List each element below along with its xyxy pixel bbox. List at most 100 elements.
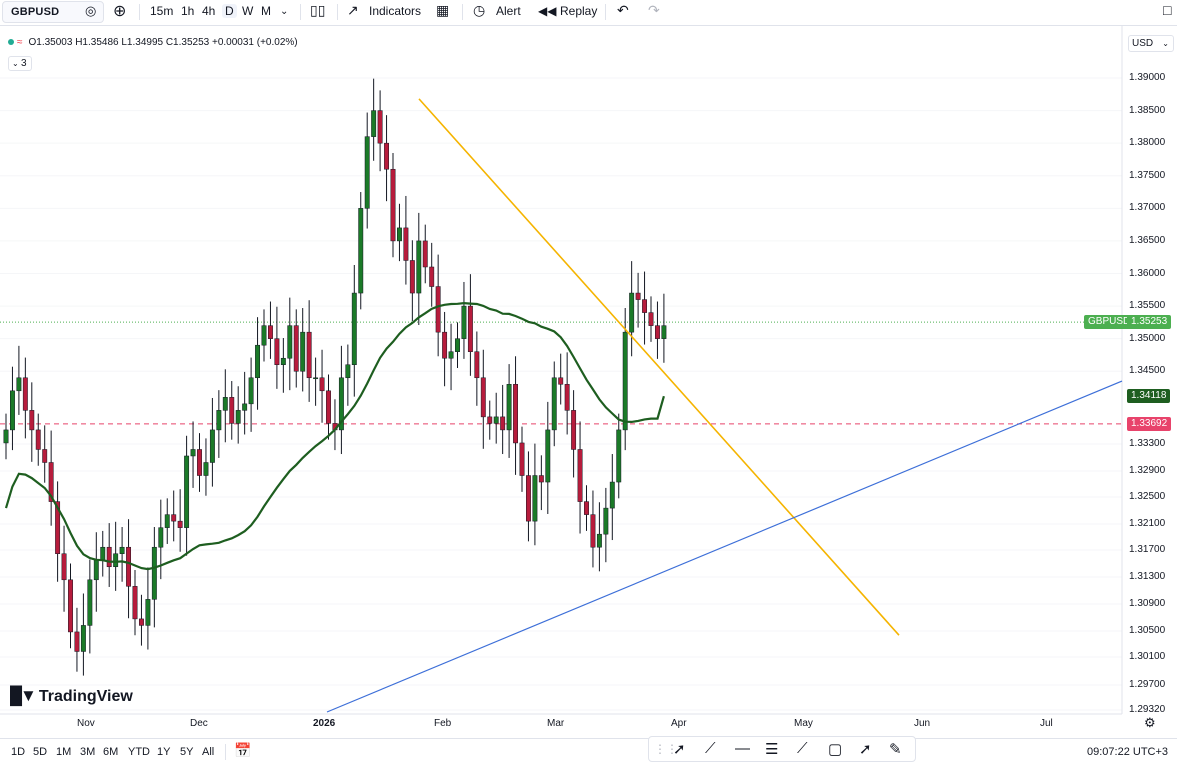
price-axis-label: 1.38500: [1129, 104, 1166, 116]
moving-average-tag: 1.34118: [1127, 389, 1171, 404]
range-3m[interactable]: 3M: [80, 746, 96, 758]
horizontal-line-icon[interactable]: —: [735, 740, 750, 757]
ascending-trendline[interactable]: [326, 380, 1123, 713]
candle-down: [590, 514, 596, 548]
drag-handle-icon[interactable]: ⋮⋮: [654, 742, 678, 756]
currency-selector[interactable]: USD ⌄: [1128, 35, 1174, 52]
alert-icon[interactable]: ◷: [473, 2, 486, 18]
indicator-toggle[interactable]: ⌄ 3: [8, 56, 32, 71]
logo-text: TradingView: [38, 688, 133, 705]
symbol-search[interactable]: GBPUSD ◎: [2, 1, 104, 23]
ray-icon[interactable]: ⟋: [705, 740, 716, 757]
candle-up: [345, 364, 351, 379]
price-axis-label: 1.35500: [1129, 300, 1166, 312]
timeframe-w[interactable]: W: [242, 4, 254, 18]
separator: [605, 4, 606, 20]
trend-line-icon[interactable]: ➚: [673, 741, 686, 758]
price-axis-label: 1.35000: [1129, 332, 1166, 344]
indicators-icon[interactable]: ↗: [347, 2, 359, 18]
top-toolbar: GBPUSD ◎ ⊕ 15m 1h 4h D W M ⌄ ▯▯ ↗ Indica…: [0, 0, 1177, 26]
last-price-tag: 1.35253: [1127, 315, 1172, 330]
last-price-symbol-tag: GBPUSD: [1084, 315, 1135, 330]
path-icon[interactable]: ➚: [859, 741, 872, 758]
currency-label: USD: [1132, 38, 1154, 49]
range-1y[interactable]: 1Y: [157, 746, 171, 758]
candle-down: [577, 449, 583, 502]
price-chart[interactable]: [0, 26, 1177, 738]
rectangle-icon[interactable]: ▢: [828, 741, 843, 758]
candle-down: [197, 449, 202, 476]
time-label-feb: Feb: [434, 718, 452, 729]
candle-up: [545, 429, 551, 483]
replay-icon[interactable]: ◀◀: [538, 4, 557, 18]
indicator-count: 3: [20, 58, 27, 69]
candle-up: [216, 410, 222, 431]
price-axis-label: 1.32900: [1129, 465, 1166, 476]
candle-up: [158, 527, 164, 548]
redo-icon[interactable]: ↷: [648, 2, 660, 18]
undo-icon[interactable]: ↶: [617, 2, 629, 18]
candle-up: [622, 331, 628, 431]
brush-icon[interactable]: ✎: [889, 741, 902, 758]
candle-up: [255, 344, 261, 379]
candle-down: [319, 377, 325, 392]
separator: [337, 4, 338, 20]
moving-average-line: [4, 301, 665, 571]
templates-icon[interactable]: ▦: [436, 2, 450, 18]
indicators-button[interactable]: Indicators: [369, 4, 422, 18]
candle-down: [139, 618, 144, 626]
separator: [462, 4, 463, 20]
range-ytd[interactable]: YTD: [128, 746, 150, 758]
candle-up: [100, 546, 106, 561]
range-1m[interactable]: 1M: [56, 746, 72, 758]
ohlc-values: O1.35003 H1.35486 L1.34995 C1.35253 +0.0…: [28, 37, 298, 48]
alert-button[interactable]: Alert: [496, 4, 521, 18]
chevron-down-icon: ⌄: [1162, 39, 1169, 48]
range-5y[interactable]: 5Y: [180, 746, 194, 758]
replay-button[interactable]: Replay: [560, 4, 598, 18]
candle-down: [526, 475, 531, 522]
candles-icon[interactable]: ▯▯: [310, 2, 326, 18]
timeframe-4h[interactable]: 4h: [202, 4, 216, 18]
chevron-down-icon[interactable]: ⌄: [280, 6, 289, 17]
time-label-nov: Nov: [77, 718, 95, 729]
candle-down: [655, 325, 660, 339]
candle-up: [609, 481, 615, 509]
candle-up: [113, 553, 119, 568]
fullscreen-icon[interactable]: □: [1163, 2, 1172, 18]
candle-up: [151, 546, 157, 600]
timeframe-d[interactable]: D: [222, 4, 237, 18]
favorite-icon[interactable]: ◎: [85, 3, 97, 18]
pitchfork-icon[interactable]: ⟋: [797, 740, 808, 757]
candle-down: [229, 397, 235, 424]
separator: [139, 4, 140, 20]
tradingview-logo[interactable]: █▼ TradingView: [10, 686, 133, 706]
candle-down: [435, 286, 441, 333]
range-all[interactable]: All: [202, 746, 215, 758]
candle-down: [513, 384, 518, 444]
fib-icon[interactable]: ☰: [765, 741, 779, 758]
candle-up: [222, 397, 228, 411]
time-label-may: May: [794, 718, 813, 729]
candle-up: [461, 305, 467, 339]
range-1d[interactable]: 1D: [11, 746, 26, 758]
descending-trendline[interactable]: [418, 98, 900, 636]
timeframe-1h[interactable]: 1h: [181, 4, 195, 18]
timeframe-15m[interactable]: 15m: [150, 4, 174, 18]
candle-down: [571, 410, 577, 450]
date-range-icon[interactable]: 📅: [234, 742, 252, 758]
timeframe-m[interactable]: M: [261, 4, 271, 18]
candle-up: [448, 351, 454, 359]
price-axis-label: 1.33300: [1129, 438, 1166, 449]
range-5d[interactable]: 5D: [33, 746, 48, 758]
separator: [300, 4, 301, 20]
chevron-down-icon: ⌄: [12, 59, 21, 68]
candle-down: [68, 579, 73, 633]
add-symbol-icon[interactable]: ⊕: [113, 3, 127, 20]
range-6m[interactable]: 6M: [103, 746, 119, 758]
candle-down: [519, 442, 525, 476]
chart-settings-icon[interactable]: ⚙: [1144, 715, 1156, 730]
candle-down: [106, 546, 112, 568]
price-axis-label: 1.39000: [1129, 72, 1166, 83]
price-axis-label: 1.30100: [1129, 651, 1166, 662]
